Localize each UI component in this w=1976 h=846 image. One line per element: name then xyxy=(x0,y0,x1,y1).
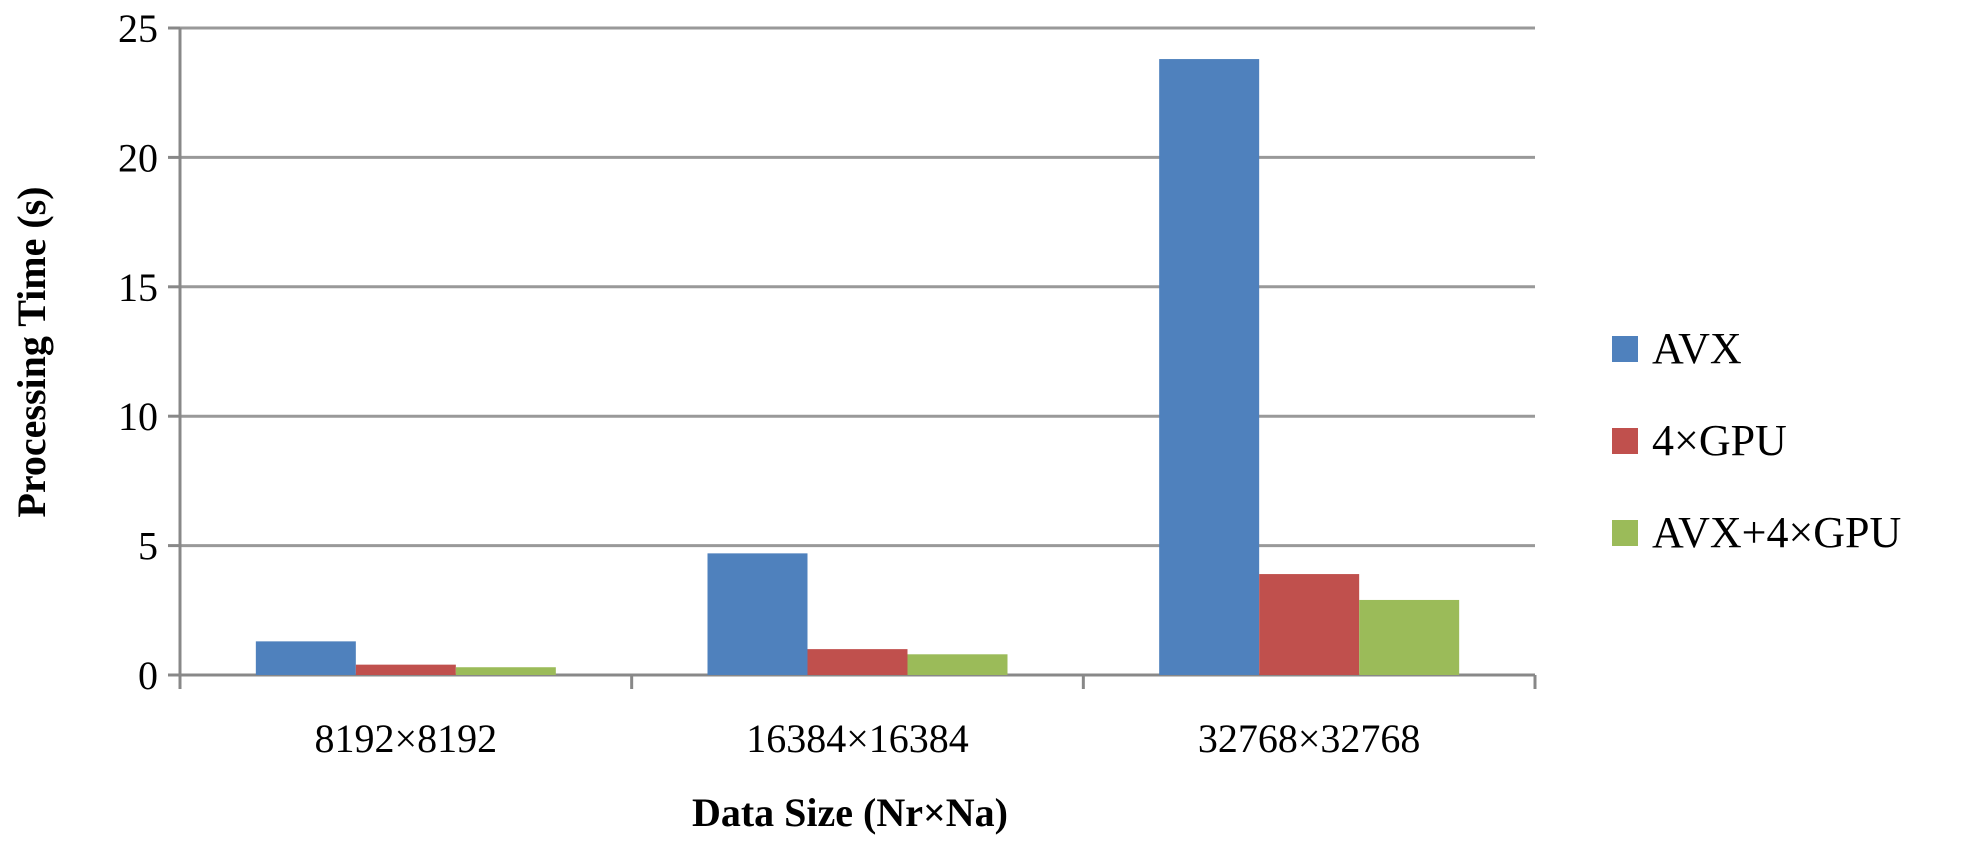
legend-label: AVX+4×GPU xyxy=(1652,508,1901,557)
x-tick-label: 32768×32768 xyxy=(1198,716,1421,761)
x-tick-labels: 8192×8192 16384×16384 32768×32768 xyxy=(315,716,1421,761)
bar-avx-4-gpu-2 xyxy=(907,654,1008,675)
x-axis-title: Data Size (Nr×Na) xyxy=(692,790,1008,835)
bar-avx-2 xyxy=(707,553,808,675)
legend-label: AVX xyxy=(1652,324,1742,373)
y-tick-label: 5 xyxy=(138,524,158,569)
y-tick-label: 25 xyxy=(118,6,158,51)
legend-swatch xyxy=(1612,336,1638,362)
legend: AVX 4×GPU AVX+4×GPU xyxy=(1612,324,1901,557)
bars xyxy=(255,59,1460,675)
y-tick-label: 10 xyxy=(118,394,158,439)
y-tick-labels: 0 5 10 15 20 25 xyxy=(118,6,158,698)
y-tick-label: 20 xyxy=(118,135,158,180)
bar-avx-3 xyxy=(1159,59,1260,675)
gridlines xyxy=(168,26,1537,689)
x-tick-label: 8192×8192 xyxy=(315,716,498,761)
legend-label: 4×GPU xyxy=(1652,416,1787,465)
bar-4-gpu-1 xyxy=(355,664,456,675)
legend-swatch xyxy=(1612,428,1638,454)
bar-avx-1 xyxy=(255,641,356,675)
y-tick-label: 0 xyxy=(138,653,158,698)
legend-swatch xyxy=(1612,520,1638,546)
x-tick-label: 16384×16384 xyxy=(746,716,969,761)
y-tick-label: 15 xyxy=(118,265,158,310)
bar-avx-4-gpu-1 xyxy=(455,667,556,675)
y-axis-title: Processing Time (s) xyxy=(9,186,54,517)
bar-avx-4-gpu-3 xyxy=(1359,599,1460,675)
bar-4-gpu-3 xyxy=(1259,574,1360,675)
bar-4-gpu-2 xyxy=(807,649,908,675)
